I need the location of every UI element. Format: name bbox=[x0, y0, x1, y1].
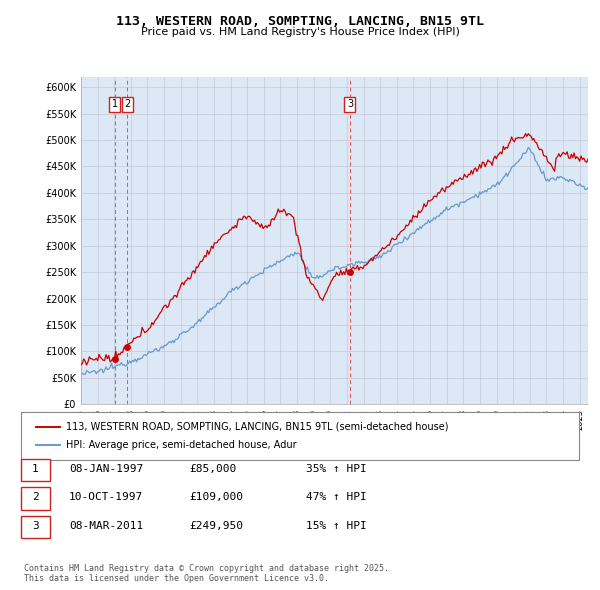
Text: 3: 3 bbox=[32, 521, 39, 530]
Text: 2: 2 bbox=[32, 493, 39, 502]
Text: 1: 1 bbox=[112, 99, 118, 109]
Text: 113, WESTERN ROAD, SOMPTING, LANCING, BN15 9TL (semi-detached house): 113, WESTERN ROAD, SOMPTING, LANCING, BN… bbox=[66, 422, 449, 432]
Text: 08-MAR-2011: 08-MAR-2011 bbox=[69, 521, 143, 530]
Text: 10-OCT-1997: 10-OCT-1997 bbox=[69, 493, 143, 502]
Text: 47% ↑ HPI: 47% ↑ HPI bbox=[306, 493, 367, 502]
Point bbox=[345, 267, 355, 277]
Text: 08-JAN-1997: 08-JAN-1997 bbox=[69, 464, 143, 474]
Point bbox=[110, 355, 119, 364]
Text: 1: 1 bbox=[32, 464, 39, 474]
Text: 35% ↑ HPI: 35% ↑ HPI bbox=[306, 464, 367, 474]
Text: 113, WESTERN ROAD, SOMPTING, LANCING, BN15 9TL: 113, WESTERN ROAD, SOMPTING, LANCING, BN… bbox=[116, 15, 484, 28]
Point bbox=[122, 342, 132, 351]
Text: £249,950: £249,950 bbox=[189, 521, 243, 530]
Text: Contains HM Land Registry data © Crown copyright and database right 2025.
This d: Contains HM Land Registry data © Crown c… bbox=[24, 563, 389, 583]
Text: £109,000: £109,000 bbox=[189, 493, 243, 502]
Text: Price paid vs. HM Land Registry's House Price Index (HPI): Price paid vs. HM Land Registry's House … bbox=[140, 27, 460, 37]
Text: HPI: Average price, semi-detached house, Adur: HPI: Average price, semi-detached house,… bbox=[66, 440, 296, 450]
Text: 3: 3 bbox=[347, 99, 353, 109]
Text: 15% ↑ HPI: 15% ↑ HPI bbox=[306, 521, 367, 530]
Text: £85,000: £85,000 bbox=[189, 464, 236, 474]
Text: 2: 2 bbox=[124, 99, 130, 109]
